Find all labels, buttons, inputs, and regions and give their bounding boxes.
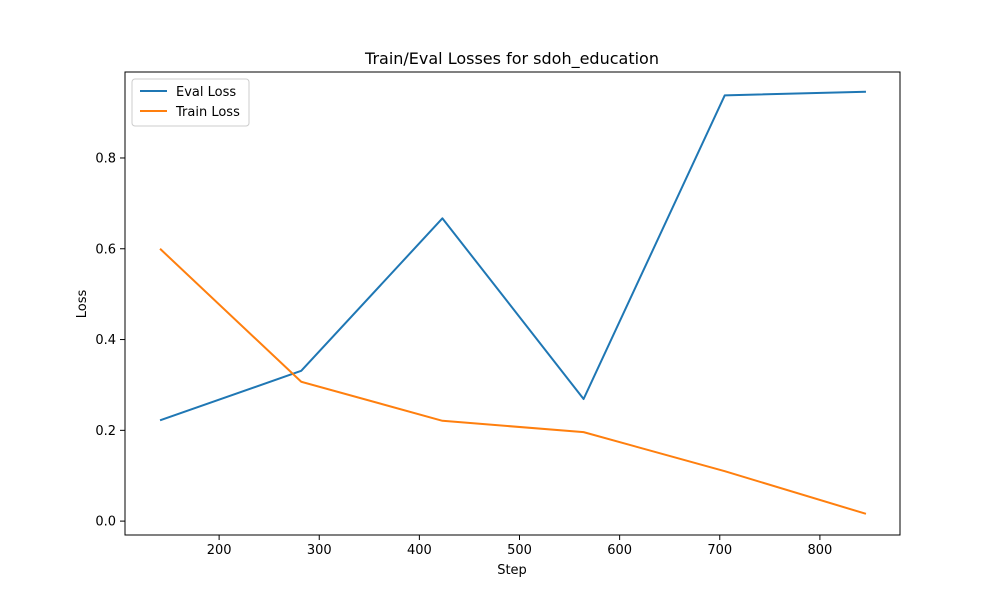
y-tick-label: 0.6 xyxy=(95,242,116,257)
series-line-train-loss xyxy=(159,248,867,515)
y-tick-label: 0.0 xyxy=(95,515,116,530)
x-tick-label: 600 xyxy=(607,543,632,558)
x-tick-label: 800 xyxy=(807,543,832,558)
x-tick-label: 400 xyxy=(407,543,432,558)
legend-label-train-loss: Train Loss xyxy=(175,105,240,120)
chart-title: Train/Eval Losses for sdoh_education xyxy=(364,49,659,69)
x-tick-label: 700 xyxy=(707,543,732,558)
plot-area xyxy=(124,71,901,536)
legend-label-eval-loss: Eval Loss xyxy=(176,85,236,100)
x-tick-label: 200 xyxy=(207,543,232,558)
series-line-eval-loss xyxy=(159,90,866,422)
legend: Eval Loss Train Loss xyxy=(131,78,250,127)
x-tick-label: 300 xyxy=(307,543,332,558)
plot-frame xyxy=(124,71,901,536)
y-axis-label: Loss xyxy=(75,290,90,319)
y-tick-label: 0.2 xyxy=(95,424,116,439)
series-layer xyxy=(159,90,867,515)
x-tick-label: 500 xyxy=(507,543,532,558)
x-axis: 200 300 400 500 600 700 800 xyxy=(207,535,832,558)
y-tick-label: 0.4 xyxy=(95,333,116,348)
y-tick-label: 0.8 xyxy=(95,151,116,166)
y-axis: 0.0 0.2 0.4 0.6 0.8 xyxy=(95,151,125,530)
x-axis-label: Step xyxy=(497,563,527,578)
